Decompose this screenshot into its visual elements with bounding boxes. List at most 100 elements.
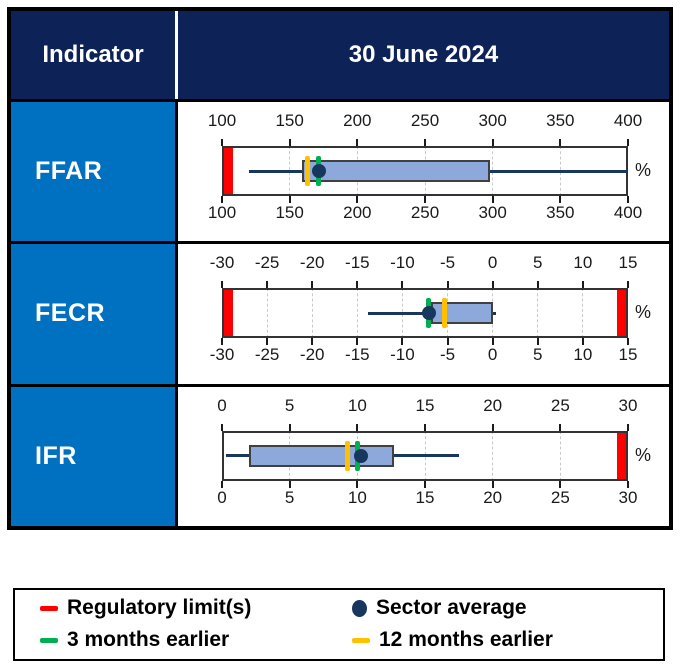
axis-tick-label-top: 10 (573, 253, 593, 273)
axis-tick-mark-bottom (627, 196, 629, 203)
axis-tick-label-bottom: -20 (299, 345, 325, 365)
plot-frame (222, 288, 628, 339)
axis-tick-mark-bottom (424, 480, 426, 488)
sector-average-dot (421, 306, 436, 321)
axis-tick-label-top: 100 (207, 111, 237, 130)
axis-tick-mark-top (311, 281, 314, 289)
axis-tick-label-bottom: 300 (478, 203, 507, 222)
percent-label: % (635, 302, 652, 323)
axis-tick-mark-top (356, 423, 359, 431)
axis-tick-label-top: -30 (209, 253, 235, 273)
twelve-months-earlier-marker (442, 298, 448, 329)
axis-tick-mark-bottom (559, 196, 562, 203)
axis-tick-mark-top (221, 423, 223, 431)
axis-tick-label-bottom: 5 (284, 487, 295, 507)
whisker-line-low (226, 454, 250, 458)
row-label-fecr: FECR (35, 299, 106, 328)
axis-tick-label-bottom: 0 (487, 345, 498, 365)
axis-tick-mark-top (401, 281, 404, 289)
axis-tick-label-top: -10 (390, 253, 415, 273)
axis-tick-mark-top (221, 139, 223, 146)
table-header-row: Indicator 30 June 2024 (11, 11, 669, 99)
axis-tick-label-bottom: 15 (618, 345, 638, 365)
axis-tick-mark-top (356, 281, 359, 289)
boxplot-ffar: 100 100 150 150 200 200 250 250 300 300 350 350 400 4… (178, 102, 669, 241)
boxplot-fecr: -30 -30 -25 -25 -20 -20 -15 -15 -10 -10 -5 -5 0 0 5 5 10… (178, 244, 669, 383)
regulatory-limit-bar (617, 432, 626, 479)
axis-tick-mark-top (424, 423, 426, 431)
chart-cell-ifr: 0 0 5 5 10 10 15 15 20 20 25 25 30 30% (178, 386, 669, 526)
axis-tick-label-bottom: 400 (613, 203, 643, 222)
gridline (492, 430, 494, 481)
legend-item-12-months-earlier: 12 months earlier (352, 627, 553, 653)
axis-tick-mark-bottom (288, 196, 291, 203)
axis-tick-label-bottom: 30 (618, 487, 638, 507)
axis-tick-mark-bottom (288, 480, 291, 488)
row-label-cell-fecr: FECR (11, 244, 178, 384)
axis-tick-label-bottom: 150 (275, 203, 304, 222)
interquartile-box (431, 302, 493, 325)
axis-tick-label-bottom: 20 (483, 487, 503, 507)
axis-tick-label-bottom: 0 (217, 487, 227, 507)
three-months-earlier-marker (40, 637, 58, 643)
indicator-column-title: Indicator (42, 41, 144, 68)
twelve-months-earlier-marker (304, 156, 310, 186)
axis-tick-label-top: 150 (275, 111, 304, 130)
table-row-fecr: FECR -30 -30 -25 -25 -20 -20 -15 -15 -10 -10 -5 -5 0… (11, 241, 669, 384)
gridline (537, 288, 539, 339)
legend-label-3-months-earlier: 3 months earlier (67, 628, 230, 651)
axis-tick-mark-top (627, 281, 629, 289)
axis-tick-label-top: 300 (478, 111, 507, 130)
interquartile-box (301, 160, 490, 182)
axis-tick-mark-top (221, 281, 223, 289)
whisker-line-high (492, 311, 497, 315)
axis-tick-mark-bottom (221, 338, 223, 346)
axis-tick-mark-top (446, 281, 449, 289)
axis-tick-mark-bottom (356, 480, 359, 488)
axis-tick-label-top: -5 (439, 253, 456, 273)
axis-tick-label-top: 10 (347, 395, 367, 415)
axis-tick-mark-bottom (491, 338, 494, 346)
axis-tick-label-top: 0 (217, 395, 227, 415)
axis-tick-label-top: 5 (533, 253, 543, 273)
axis-tick-label-top: 15 (618, 253, 638, 273)
axis-tick-mark-bottom (559, 480, 562, 488)
axis-tick-mark-bottom (536, 338, 539, 346)
axis-tick-label-top: 20 (483, 395, 503, 415)
chart-cell-ffar: 100 100 150 150 200 200 250 250 300 300 350 350 400 4… (178, 102, 669, 242)
axis-tick-mark-bottom (266, 338, 269, 346)
row-label-cell-ffar: FFAR (11, 102, 178, 242)
axis-tick-mark-top (356, 139, 359, 146)
axis-tick-label-top: -15 (345, 253, 370, 273)
indicator-table: Indicator 30 June 2024 FFAR 100 100 150 150… (7, 7, 673, 530)
legend-item-regulatory-limit: Regulatory limit(s) (40, 595, 251, 621)
row-label-ffar: FFAR (35, 157, 103, 186)
whisker-line-high (489, 169, 628, 173)
axis-tick-mark-bottom (627, 480, 629, 488)
axis-tick-label-bottom: -30 (209, 345, 235, 365)
axis-tick-label-bottom: -10 (390, 345, 415, 365)
table-row-ffar: FFAR 100 100 150 150 200 200 250 250 300 300 350 35… (11, 99, 669, 242)
axis-tick-label-bottom: 10 (347, 487, 367, 507)
axis-tick-label-bottom: 10 (573, 345, 593, 365)
plot-frame (222, 430, 628, 481)
legend-label-12-months-earlier: 12 months earlier (379, 628, 553, 651)
axis-tick-label-bottom: 100 (207, 203, 237, 222)
axis-tick-label-bottom: 15 (415, 487, 435, 507)
legend-item-sector-average: Sector average (352, 595, 527, 621)
axis-tick-mark-top (627, 423, 629, 431)
axis-tick-label-top: 25 (550, 395, 570, 415)
axis-tick-label-bottom: -15 (345, 345, 370, 365)
axis-tick-mark-bottom (491, 480, 494, 488)
regulatory-limit-bar (617, 290, 626, 337)
axis-tick-label-top: -25 (254, 253, 280, 273)
axis-tick-mark-top (559, 139, 562, 146)
sector-average-dot (312, 164, 327, 178)
axis-tick-mark-bottom (356, 338, 359, 346)
regulatory-limit-bar (224, 290, 233, 337)
axis-tick-mark-bottom (221, 480, 223, 488)
legend-box: Regulatory limit(s) Sector average 3 mon… (13, 588, 665, 661)
row-label-cell-ifr: IFR (11, 386, 178, 526)
axis-tick-label-bottom: 350 (546, 203, 575, 222)
